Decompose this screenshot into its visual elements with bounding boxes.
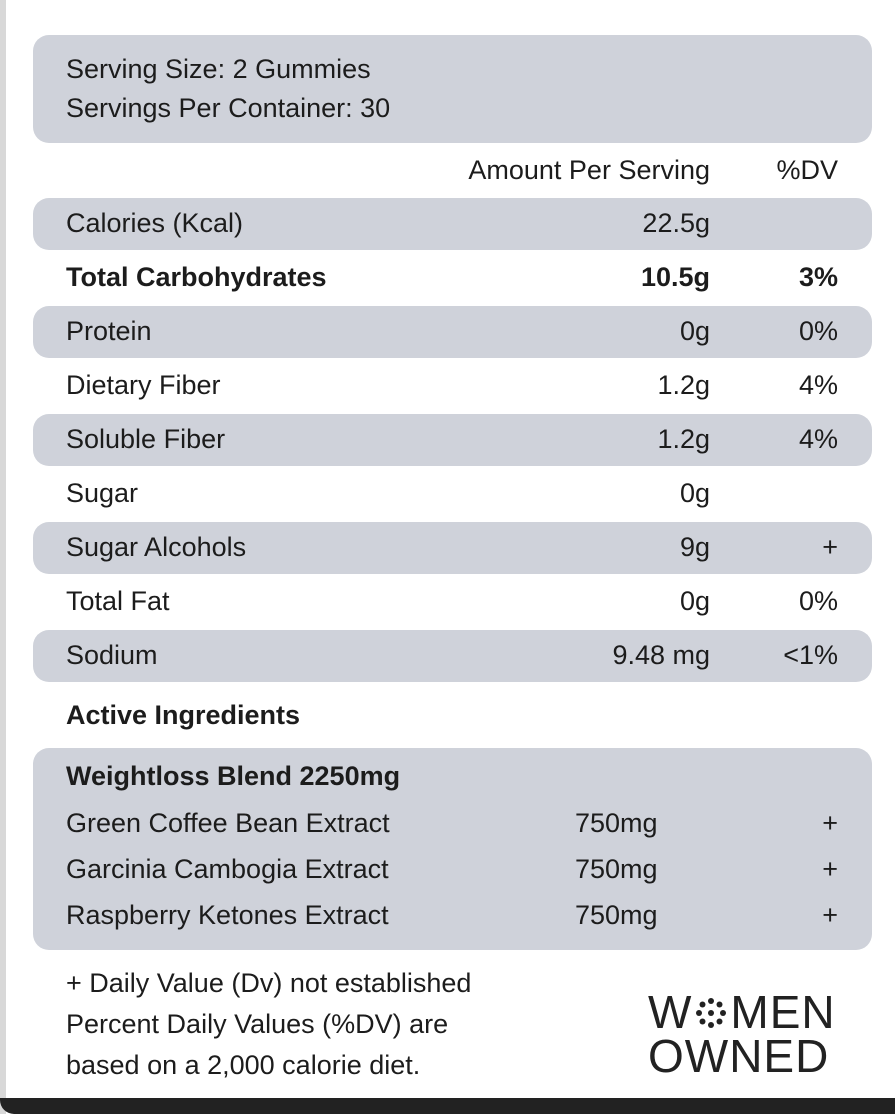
- footnote: based on a 2,000 calorie diet.: [66, 1050, 421, 1080]
- nutrient-amount: 0g: [679, 478, 710, 508]
- ingredient-name: Green Coffee Bean Extract: [66, 808, 390, 838]
- nutrient-amount: 9g: [679, 532, 710, 562]
- logo-flower: [696, 998, 727, 1028]
- blend-title: Weightloss Blend 2250mg: [66, 761, 401, 791]
- serving-size: Serving Size: 2 Gummies: [66, 54, 371, 84]
- logo: W MEN OWNED: [648, 989, 848, 1082]
- servings-per-container: Servings Per Container: 30: [66, 93, 391, 123]
- nutrient-dv: 4%: [798, 370, 838, 400]
- nutrient-name: Sugar Alcohols: [66, 532, 247, 562]
- nutrient-dv: 4%: [798, 424, 838, 454]
- nutrient-dv: 0%: [798, 316, 838, 346]
- nutrient-dv: <1%: [783, 640, 838, 670]
- nutrient-amount: 1.2g: [657, 424, 710, 454]
- footnote: + Daily Value (Dv) not established: [66, 968, 472, 998]
- logo-text: OWNED: [648, 1030, 830, 1082]
- ingredient-amount: 750mg: [575, 900, 658, 930]
- ingredient-dv: +: [822, 854, 838, 884]
- ingredient-amount: 750mg: [575, 854, 658, 884]
- nutrient-amount: 0g: [679, 586, 710, 616]
- row-band: [33, 198, 872, 250]
- nutrient-name: Sodium: [66, 640, 158, 670]
- section-title: Active Ingredients: [66, 700, 301, 730]
- nutrient-amount: 22.5g: [642, 208, 710, 238]
- blend-box: [33, 748, 872, 950]
- nutrient-dv: 3%: [798, 262, 838, 292]
- nutrient-name: Total Carbohydrates: [66, 262, 327, 292]
- nutrient-dv: 0%: [798, 586, 838, 616]
- nutrient-amount: 0g: [679, 316, 710, 346]
- nutrient-amount: 1.2g: [657, 370, 710, 400]
- row-band: [33, 306, 872, 358]
- ingredient-name: Garcinia Cambogia Extract: [66, 854, 389, 884]
- edge: [0, 0, 6, 1114]
- nutrient-name: Sugar: [66, 478, 139, 508]
- edge: [0, 1098, 895, 1114]
- nutrient-dv: +: [822, 532, 838, 562]
- ingredient-dv: +: [822, 900, 838, 930]
- nutrient-name: Dietary Fiber: [66, 370, 221, 400]
- serving-box: [33, 35, 872, 143]
- ingredient-dv: +: [822, 808, 838, 838]
- nutrient-amount: 9.48 mg: [612, 640, 710, 670]
- nutrient-name: Total Fat: [66, 586, 170, 616]
- nutrient-name: Soluble Fiber: [66, 424, 226, 454]
- column-header: Amount Per Serving: [468, 155, 710, 185]
- row-band: [33, 630, 872, 682]
- logo-text: W: [648, 986, 693, 1038]
- row-band: [33, 414, 872, 466]
- nutrient-amount: 10.5g: [640, 262, 710, 292]
- nutrient-name: Protein: [66, 316, 152, 346]
- column-header: %DV: [776, 155, 838, 185]
- row-band: [33, 522, 872, 574]
- ingredient-amount: 750mg: [575, 808, 658, 838]
- nutrient-name: Calories (Kcal): [66, 208, 244, 238]
- ingredient-name: Raspberry Ketones Extract: [66, 900, 389, 930]
- logo-text: MEN: [730, 986, 836, 1038]
- footnote: Percent Daily Values (%DV) are: [66, 1009, 449, 1039]
